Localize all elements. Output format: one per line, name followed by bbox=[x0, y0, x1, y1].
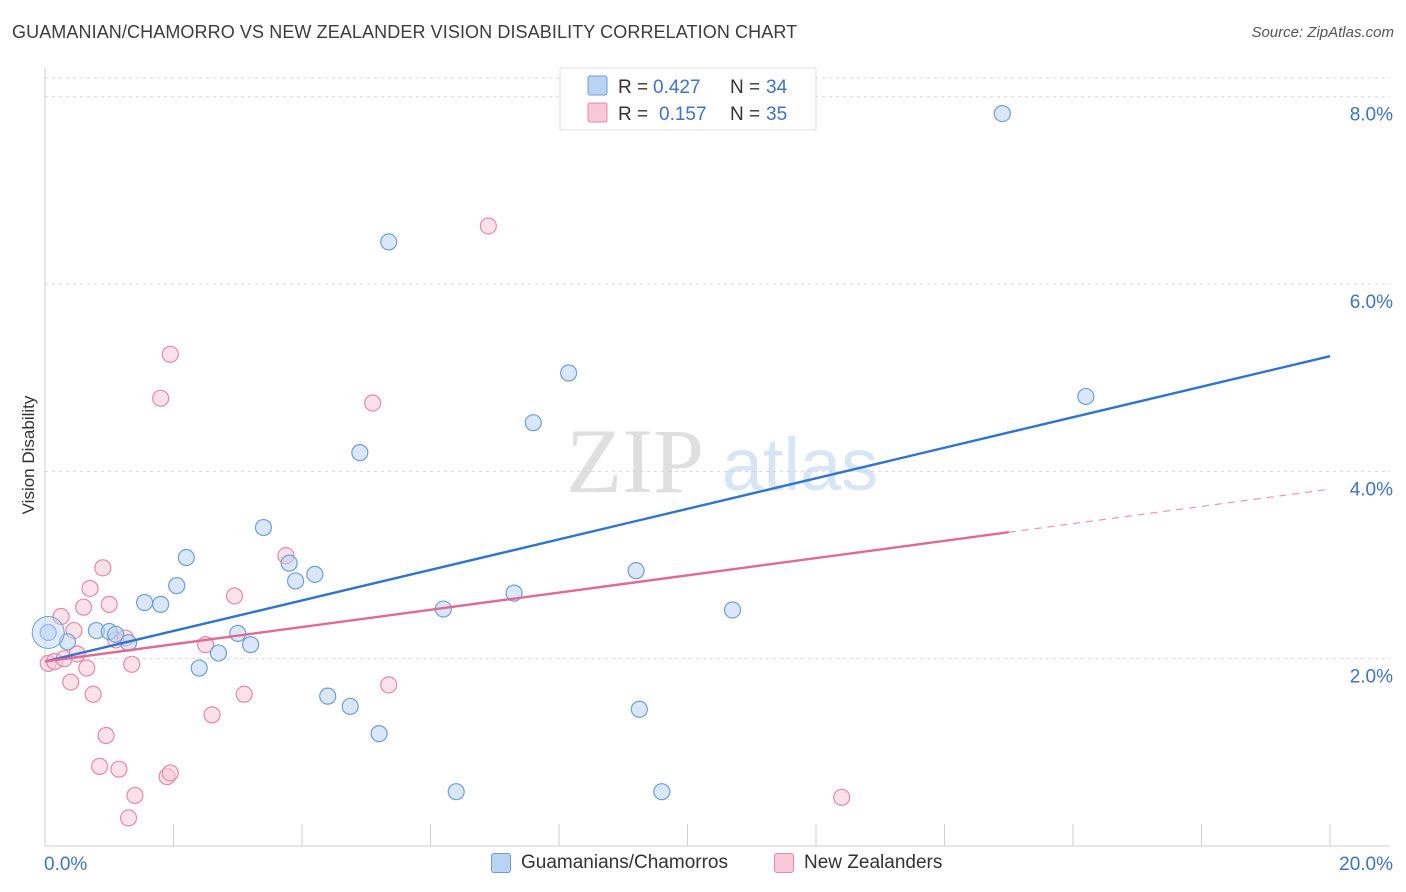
point-new-zealander bbox=[161, 345, 179, 363]
point-new-zealander bbox=[364, 394, 382, 412]
point-guamanian bbox=[152, 595, 170, 613]
legend-r-label-pink: R = bbox=[618, 104, 648, 125]
axes bbox=[44, 68, 1390, 847]
point-new-zealander bbox=[84, 685, 102, 703]
point-new-zealander bbox=[161, 764, 179, 782]
point-guamanian bbox=[209, 644, 228, 662]
legend-n-label-blue: N = bbox=[730, 77, 760, 98]
point-new-zealander bbox=[52, 607, 70, 626]
point-guamanian bbox=[306, 565, 324, 583]
watermark-zip: ZIP bbox=[566, 410, 704, 512]
point-guamanian bbox=[723, 601, 742, 619]
legend-swatch-guamanians bbox=[491, 853, 511, 873]
point-new-zealander bbox=[94, 559, 112, 577]
legend-bottom: Guamanians/Chamorros New Zealanders bbox=[0, 848, 1406, 882]
point-guamanian bbox=[242, 636, 260, 654]
point-new-zealander bbox=[123, 655, 141, 673]
point-guamanian bbox=[380, 233, 398, 251]
point-guamanian bbox=[653, 783, 671, 801]
point-guamanian bbox=[370, 725, 388, 743]
point-new-zealander bbox=[110, 760, 128, 778]
legend-r-value-blue: 0.427 bbox=[653, 77, 701, 98]
point-guamanian bbox=[319, 687, 337, 705]
point-new-zealander bbox=[479, 217, 497, 235]
point-new-zealander bbox=[152, 389, 170, 407]
watermark-atlas: atlas bbox=[722, 423, 878, 506]
points-new-zealanders bbox=[39, 217, 851, 827]
point-new-zealander bbox=[97, 726, 115, 745]
trend-line-new-zealanders bbox=[44, 531, 1009, 663]
point-new-zealander bbox=[225, 587, 244, 605]
chart-title: GUAMANIAN/CHAMORRO VS NEW ZEALANDER VISI… bbox=[12, 22, 798, 42]
point-guamanian bbox=[447, 783, 465, 801]
point-new-zealander bbox=[126, 786, 144, 805]
point-guamanian bbox=[630, 700, 648, 718]
point-guamanian bbox=[993, 104, 1011, 123]
point-guamanian bbox=[560, 364, 578, 382]
trend-lines bbox=[44, 354, 1331, 663]
point-guamanian bbox=[168, 577, 186, 595]
point-guamanian bbox=[286, 572, 305, 590]
point-new-zealander bbox=[203, 706, 221, 724]
point-guamanian bbox=[524, 414, 542, 432]
point-new-zealander bbox=[833, 788, 851, 806]
point-guamanian-cluster bbox=[31, 615, 65, 649]
legend-swatch-new-zealanders bbox=[774, 853, 794, 873]
watermark: ZIP atlas bbox=[566, 410, 878, 512]
legend-item-guamanians[interactable]: Guamanians/Chamorros bbox=[491, 852, 728, 874]
legend-label-new-zealanders: New Zealanders bbox=[804, 852, 943, 873]
point-new-zealander bbox=[235, 685, 253, 703]
legend-top: R = 0.427 N = 34 R = 0.157 N = 35 bbox=[559, 67, 817, 131]
point-new-zealander bbox=[119, 809, 138, 827]
y-tick-label: 4.0% bbox=[1350, 479, 1393, 500]
tick-labels: 2.0% 4.0% 6.0% 8.0% 0.0% 20.0% bbox=[44, 105, 1393, 875]
point-guamanian bbox=[1077, 387, 1095, 406]
point-guamanian bbox=[190, 659, 208, 677]
legend-n-value-blue: 34 bbox=[766, 77, 788, 98]
legend-n-label-pink: N = bbox=[730, 104, 760, 125]
x-tick-label: 20.0% bbox=[1339, 854, 1393, 875]
point-guamanian bbox=[107, 625, 125, 643]
point-guamanian bbox=[229, 624, 247, 642]
y-tick-label: 8.0% bbox=[1350, 105, 1393, 126]
point-new-zealander bbox=[62, 673, 80, 691]
legend-r-label-blue: R = bbox=[618, 77, 648, 98]
y-tick-label: 6.0% bbox=[1350, 292, 1393, 313]
point-guamanian bbox=[177, 548, 195, 567]
point-guamanian bbox=[280, 554, 298, 572]
point-new-zealander bbox=[380, 676, 398, 694]
point-guamanian bbox=[351, 444, 369, 462]
y-axis-label: Vision Disability bbox=[19, 395, 38, 514]
point-guamanian bbox=[39, 623, 57, 642]
point-guamanian bbox=[135, 593, 154, 612]
y-tick-label: 2.0% bbox=[1350, 667, 1393, 688]
legend-r-value-pink: 0.157 bbox=[659, 104, 707, 125]
legend-n-value-pink: 35 bbox=[766, 104, 787, 125]
point-guamanian bbox=[341, 697, 359, 716]
legend-label-guamanians: Guamanians/Chamorros bbox=[521, 852, 728, 873]
point-new-zealander bbox=[81, 579, 99, 598]
legend-swatch-pink bbox=[587, 102, 608, 123]
point-new-zealander bbox=[91, 757, 109, 775]
trend-line-guamanians bbox=[44, 354, 1331, 663]
legend-item-new-zealanders[interactable]: New Zealanders bbox=[774, 852, 942, 874]
legend-swatch-blue bbox=[587, 75, 608, 96]
point-new-zealander bbox=[74, 598, 93, 616]
source-label: Source: ZipAtlas.com bbox=[1251, 24, 1394, 41]
points-guamanians bbox=[31, 104, 1095, 801]
x-tick-label: 0.0% bbox=[44, 854, 87, 875]
trend-line-new-zealanders-extension bbox=[1008, 488, 1331, 533]
point-new-zealander bbox=[78, 659, 96, 677]
point-guamanian bbox=[254, 518, 273, 537]
point-new-zealander bbox=[100, 595, 118, 613]
point-guamanian bbox=[627, 562, 645, 580]
